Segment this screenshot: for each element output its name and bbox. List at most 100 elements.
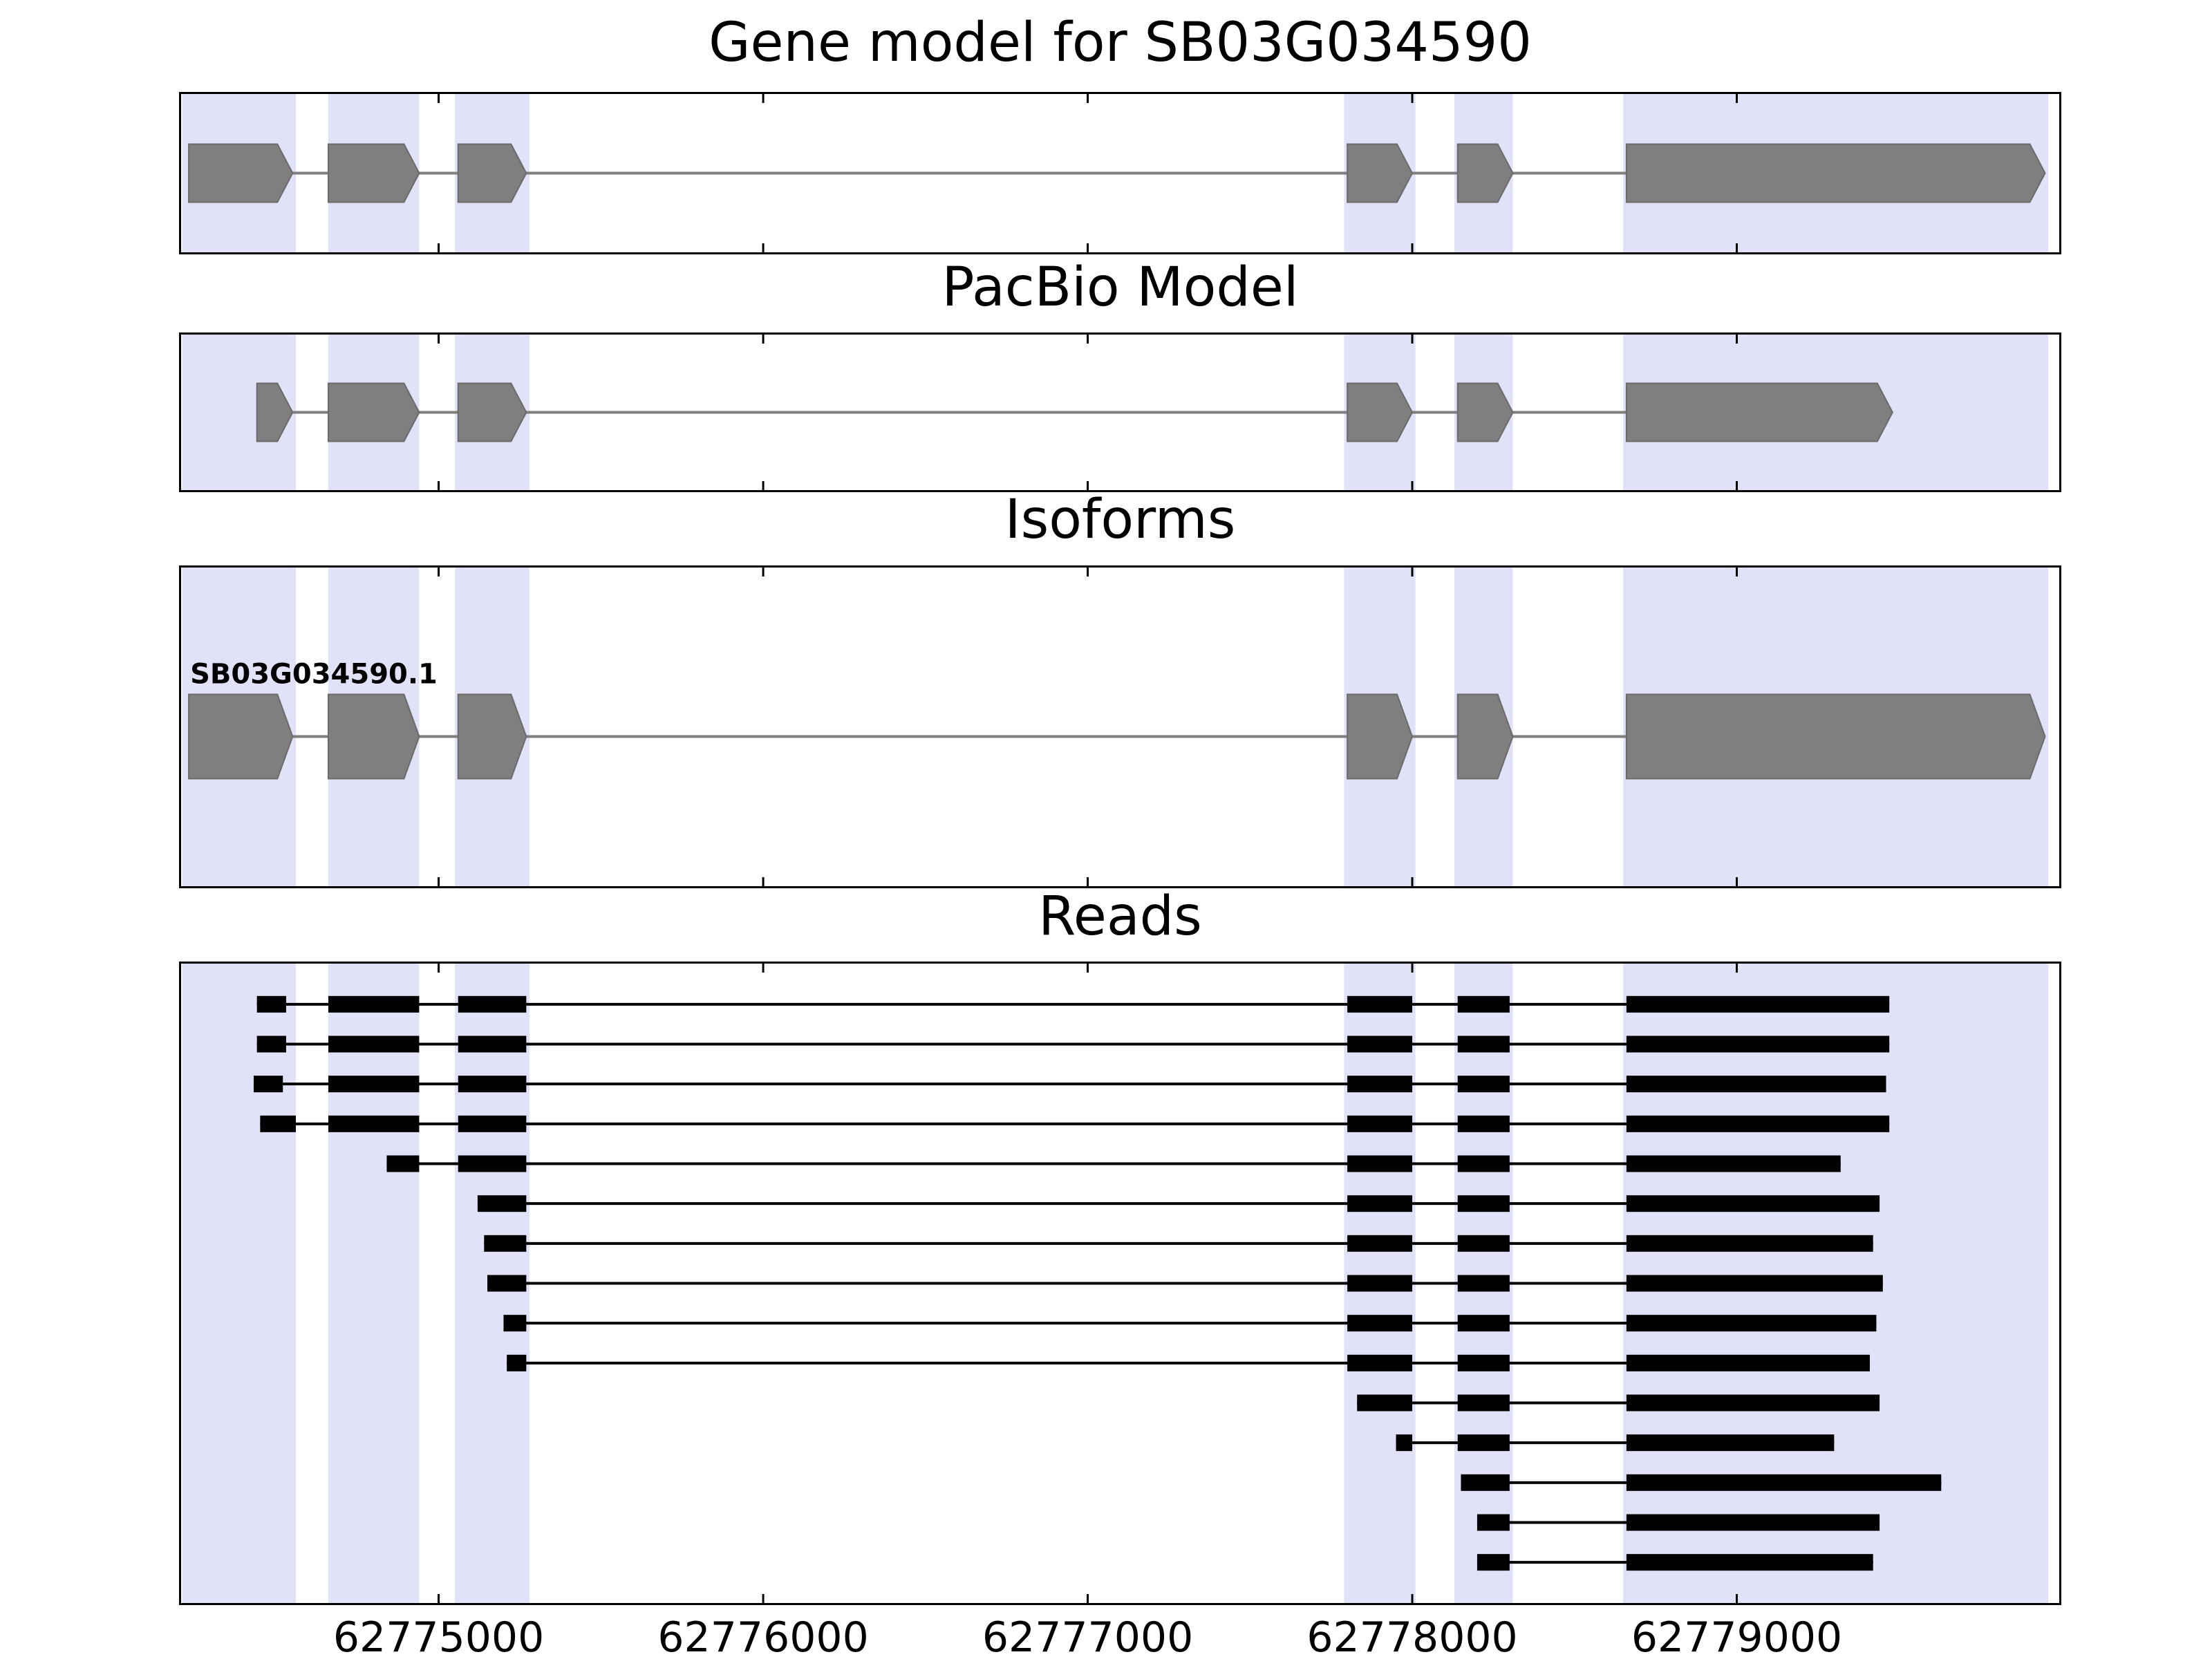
read-block [1626, 1275, 1883, 1292]
read-block [1626, 995, 1890, 1013]
exon [1347, 382, 1414, 442]
isoforms-track-panel: SB03G034590.1 [179, 565, 2061, 888]
read-block [1347, 1076, 1413, 1093]
read-block [1347, 1195, 1413, 1212]
read-block [503, 1315, 527, 1332]
exon [256, 382, 294, 442]
read-block [1457, 1394, 1510, 1412]
exon [1347, 143, 1414, 203]
read-block [458, 995, 527, 1013]
read-block [1457, 995, 1510, 1013]
read-block [328, 995, 420, 1013]
read-block [1626, 1474, 1942, 1491]
read-block [256, 995, 286, 1013]
reads-title: Reads [1038, 885, 1202, 948]
x-axis-label: 62776000 [657, 1613, 869, 1659]
highlight-band [328, 962, 420, 1605]
read-block [458, 1076, 527, 1093]
read-block [1477, 1514, 1510, 1531]
read-block [1347, 1115, 1413, 1132]
exon [327, 382, 420, 442]
x-axis-label: 62775000 [332, 1613, 545, 1659]
exon [327, 693, 420, 780]
read-block [1457, 1354, 1510, 1371]
read-block [253, 1076, 283, 1093]
read-block [1457, 1315, 1510, 1332]
read-block [1457, 1195, 1510, 1212]
read-block [1347, 995, 1413, 1013]
read-block [1347, 1354, 1413, 1371]
exon [1456, 693, 1514, 780]
read-block [1347, 1035, 1413, 1053]
read-block [328, 1076, 420, 1093]
read-block [477, 1195, 527, 1212]
read-block [328, 1035, 420, 1053]
read-block [458, 1035, 527, 1053]
exon [188, 693, 294, 780]
exon [457, 693, 527, 780]
read-block [1626, 1354, 1871, 1371]
read-block [1626, 1195, 1880, 1212]
read-block [1347, 1155, 1413, 1172]
read-block [1347, 1315, 1413, 1332]
read-block [507, 1354, 527, 1371]
gene-model-title: Gene model for SB03G034590 [709, 12, 1532, 74]
gene-model-track-panel [179, 92, 2061, 254]
read-block [1457, 1235, 1510, 1252]
read-block [1461, 1474, 1510, 1491]
read-block [1457, 1076, 1510, 1093]
read-block [1626, 1394, 1880, 1412]
read-block [386, 1155, 420, 1172]
read-block [1457, 1115, 1510, 1132]
read-block [1396, 1434, 1413, 1452]
x-axis-label: 62779000 [1631, 1613, 1843, 1659]
exon [1625, 382, 1893, 442]
read-block [256, 1035, 286, 1053]
exon [1456, 143, 1514, 203]
read-block [1626, 1076, 1886, 1093]
read-block [1457, 1434, 1510, 1452]
pacbio-model-track-panel [179, 332, 2061, 492]
read-block [1626, 1235, 1873, 1252]
read-block [1457, 1155, 1510, 1172]
read-block [487, 1275, 527, 1292]
panel-border [179, 332, 2061, 492]
isoform-label: SB03G034590.1 [190, 659, 438, 691]
read-block [1626, 1434, 1835, 1452]
read-block [1477, 1554, 1510, 1571]
exon [188, 143, 294, 203]
read-block [484, 1235, 527, 1252]
read-block [458, 1155, 527, 1172]
exon [1347, 693, 1414, 780]
isoforms-title: Isoforms [1004, 489, 1236, 551]
highlight-band [182, 962, 297, 1605]
read-block [1626, 1554, 1873, 1571]
exon [1456, 382, 1514, 442]
read-block [1457, 1035, 1510, 1053]
read-block [1626, 1115, 1890, 1132]
exon [457, 382, 527, 442]
x-axis: 62775000 62776000 62777000 62778000 6277… [179, 1613, 2061, 1659]
read-block [1357, 1394, 1413, 1412]
read-block [1457, 1275, 1510, 1292]
panel-border [179, 92, 2061, 254]
read-block [1626, 1514, 1880, 1531]
panel-border [179, 565, 2061, 888]
exon [457, 143, 527, 203]
read-block [1626, 1155, 1841, 1172]
read-block [1347, 1275, 1413, 1292]
read-block [458, 1115, 527, 1132]
x-axis-label: 62778000 [1306, 1613, 1518, 1659]
read-block [1626, 1035, 1890, 1053]
exon [1625, 143, 2046, 203]
panel-border [179, 962, 2061, 1605]
read-block [328, 1115, 420, 1132]
read-block [1347, 1235, 1413, 1252]
exon [1625, 693, 2046, 780]
x-axis-label: 62777000 [982, 1613, 1194, 1659]
read-block [1626, 1315, 1877, 1332]
exon [327, 143, 420, 203]
read-block [260, 1115, 297, 1132]
pacbio-model-title: PacBio Model [941, 256, 1299, 319]
